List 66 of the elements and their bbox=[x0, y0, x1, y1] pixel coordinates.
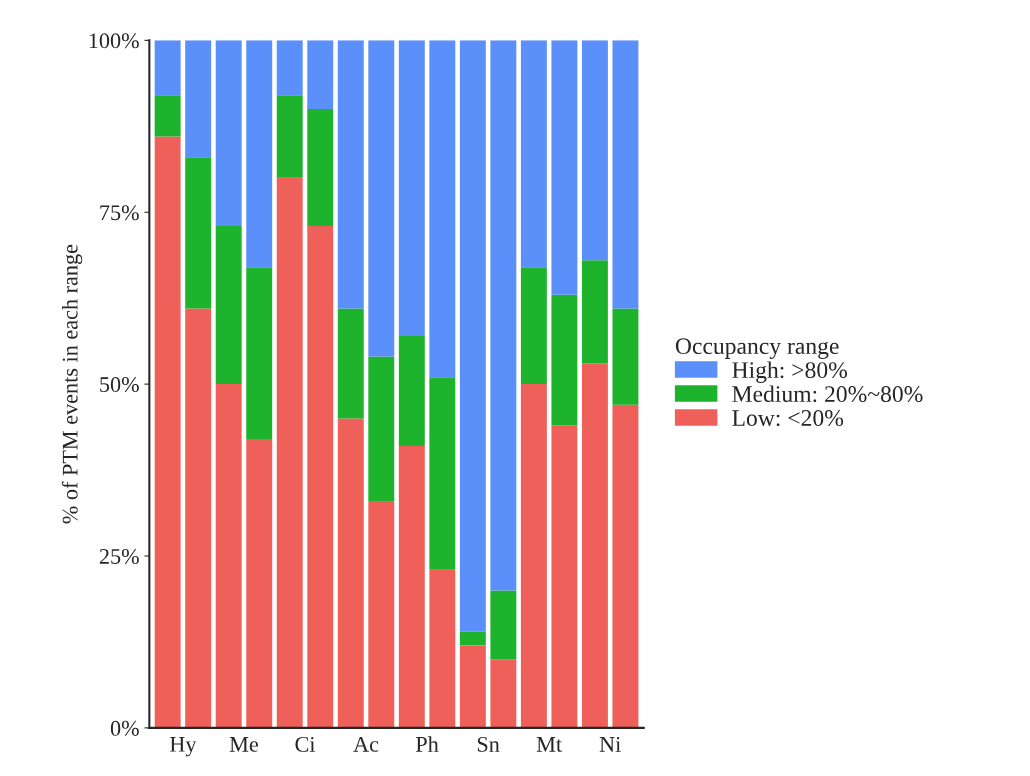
bar bbox=[337, 418, 364, 728]
bar bbox=[154, 136, 181, 728]
legend-label: Low: <20% bbox=[732, 410, 844, 427]
bar bbox=[581, 260, 608, 364]
bar bbox=[307, 225, 334, 728]
bar bbox=[276, 95, 303, 178]
bar bbox=[276, 177, 303, 728]
y-axis-title: % of PTM events in each range bbox=[61, 244, 83, 524]
bar bbox=[551, 40, 578, 295]
bar bbox=[276, 40, 303, 96]
bar bbox=[581, 363, 608, 728]
bar bbox=[612, 404, 639, 728]
bar bbox=[154, 95, 181, 137]
bar bbox=[215, 40, 242, 226]
y-tick-label: 75% bbox=[100, 205, 139, 221]
bar bbox=[337, 40, 364, 309]
bar bbox=[551, 425, 578, 728]
x-tick-label: Sn bbox=[477, 736, 500, 752]
x-tick-label: Ci bbox=[295, 736, 316, 752]
bar bbox=[581, 40, 608, 261]
bar bbox=[459, 645, 486, 728]
bar bbox=[612, 40, 639, 309]
y-tick-label: 50% bbox=[100, 377, 139, 393]
bar bbox=[368, 356, 395, 501]
legend-title: Occupancy range bbox=[675, 338, 839, 359]
x-tick-label: Mt bbox=[536, 737, 562, 752]
y-tick-label: 100% bbox=[89, 33, 139, 49]
bar bbox=[398, 40, 425, 336]
x-tick-label: Ac bbox=[353, 736, 379, 752]
bar bbox=[429, 377, 456, 570]
y-tick-label: 25% bbox=[99, 548, 139, 565]
bar bbox=[398, 335, 425, 446]
legend-label: Medium: 20%~80% bbox=[732, 385, 923, 403]
x-tick-label: Ph bbox=[415, 736, 439, 752]
bar bbox=[368, 40, 395, 357]
x-tick-label: Ni bbox=[599, 736, 621, 752]
bar bbox=[551, 294, 578, 426]
bar bbox=[307, 40, 334, 110]
x-tick-label: Hy bbox=[169, 737, 197, 757]
bar bbox=[337, 308, 364, 419]
legend-label: High: >80% bbox=[732, 361, 848, 383]
bar bbox=[429, 40, 456, 378]
bar bbox=[154, 40, 181, 96]
bar bbox=[246, 40, 273, 268]
bar bbox=[520, 384, 547, 728]
bar bbox=[307, 109, 334, 226]
bar bbox=[185, 40, 212, 158]
bar bbox=[368, 501, 395, 728]
bar bbox=[520, 267, 547, 385]
x-tick-label: Me bbox=[229, 737, 258, 752]
y-tick-label: 0% bbox=[110, 720, 139, 736]
bar bbox=[612, 308, 639, 405]
bar bbox=[429, 569, 456, 728]
bar bbox=[215, 384, 242, 728]
bar bbox=[490, 40, 517, 591]
bar bbox=[215, 225, 242, 385]
bar bbox=[490, 590, 517, 660]
bar bbox=[246, 439, 273, 728]
bar bbox=[459, 40, 486, 632]
bar bbox=[459, 631, 486, 646]
bar bbox=[185, 157, 212, 309]
bar bbox=[490, 659, 517, 728]
bar bbox=[398, 446, 425, 728]
bar bbox=[185, 308, 212, 728]
bar bbox=[520, 40, 547, 268]
bar bbox=[246, 267, 273, 440]
